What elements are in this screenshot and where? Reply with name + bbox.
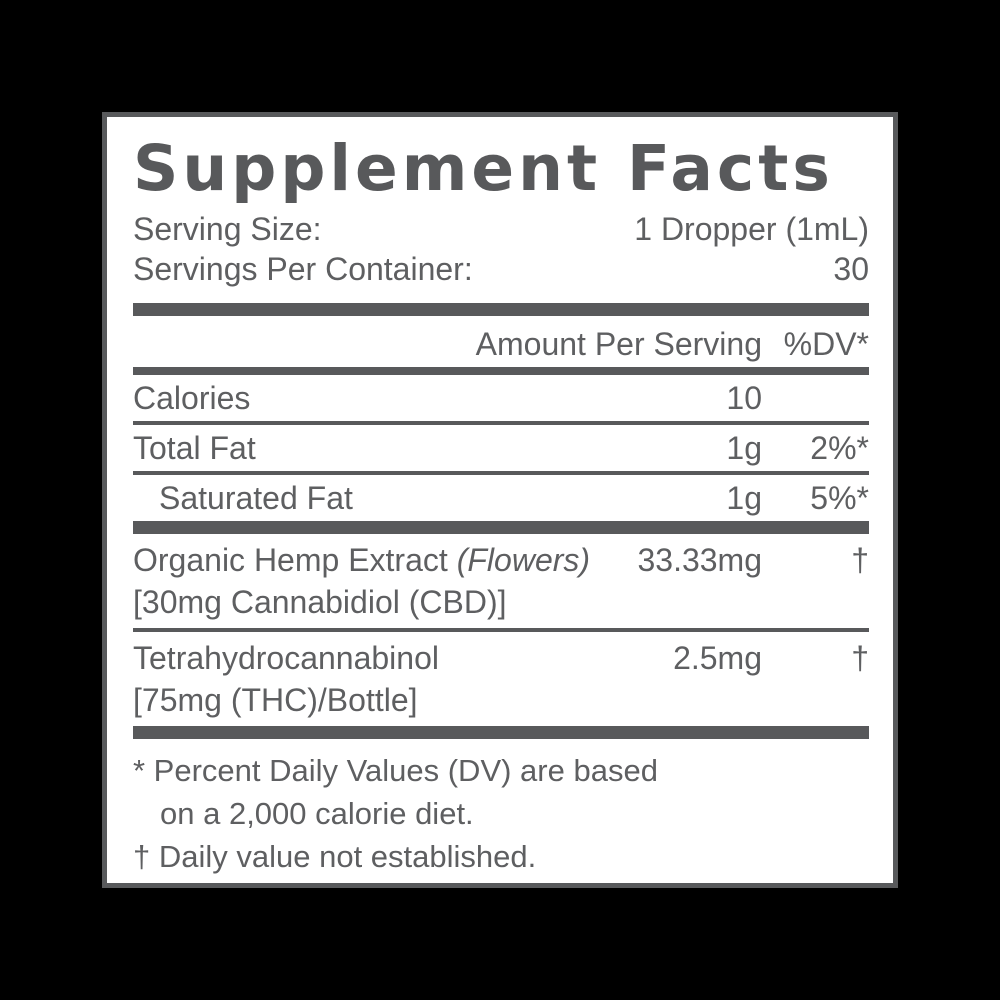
section-divider-bar bbox=[133, 303, 869, 316]
row-divider bbox=[133, 628, 869, 632]
table-row-saturated-fat: Saturated Fat 1g 5%* bbox=[133, 475, 869, 521]
servings-per-container-label: Servings Per Container: bbox=[133, 251, 473, 287]
table-row-hemp-extract: Organic Hemp Extract (Flowers) 33.33mg † … bbox=[133, 534, 869, 628]
nutrient-name: Calories bbox=[133, 380, 251, 416]
active-name-text: Organic Hemp Extract bbox=[133, 542, 448, 578]
nutrient-amount: 1g bbox=[726, 430, 762, 466]
table-row-total-fat: Total Fat 1g 2%* bbox=[133, 425, 869, 471]
table-row-thc: Tetrahydrocannabinol 2.5mg † [75mg (THC)… bbox=[133, 632, 869, 726]
active-detail: [30mg Cannabidiol (CBD)] bbox=[133, 584, 507, 620]
footnote-dv-line1: * Percent Daily Values (DV) are based bbox=[133, 753, 658, 788]
servings-per-container-value: 30 bbox=[833, 251, 869, 287]
active-name-text: Tetrahydrocannabinol bbox=[133, 640, 439, 676]
active-dv-dagger: † bbox=[851, 542, 869, 578]
footnote-dv-line2: on a 2,000 calorie diet. bbox=[160, 796, 474, 831]
row-divider bbox=[133, 421, 869, 425]
table-row-calories: Calories 10 bbox=[133, 375, 869, 421]
active-dv-dagger: † bbox=[851, 640, 869, 676]
table-header-row: Amount Per Serving %DV* bbox=[133, 316, 869, 367]
header-dv: %DV* bbox=[783, 326, 869, 362]
active-amount: 2.5mg bbox=[673, 640, 762, 676]
active-amount: 33.33mg bbox=[637, 542, 762, 578]
active-name: Organic Hemp Extract (Flowers) bbox=[133, 540, 637, 580]
serving-size-value: 1 Dropper (1mL) bbox=[634, 211, 869, 247]
panel-title: Supplement Facts bbox=[133, 132, 834, 205]
header-amount-per-serving: Amount Per Serving bbox=[475, 326, 762, 362]
serving-size-row: Serving Size: 1 Dropper (1mL) bbox=[133, 209, 869, 249]
active-main-line: Tetrahydrocannabinol 2.5mg † bbox=[133, 636, 869, 680]
active-name-italic: (Flowers) bbox=[456, 542, 591, 578]
section-divider-bar bbox=[133, 726, 869, 739]
row-divider bbox=[133, 471, 869, 475]
section-divider-bar bbox=[133, 521, 869, 534]
nutrient-amount: 10 bbox=[726, 380, 762, 416]
header-divider-bar bbox=[133, 367, 869, 375]
servings-per-container-row: Servings Per Container: 30 bbox=[133, 249, 869, 289]
active-name: Tetrahydrocannabinol bbox=[133, 638, 673, 678]
nutrient-amount: 1g bbox=[726, 480, 762, 516]
footnote-dagger: † Daily value not established. bbox=[133, 839, 537, 874]
active-main-line: Organic Hemp Extract (Flowers) 33.33mg † bbox=[133, 538, 869, 582]
nutrient-name: Total Fat bbox=[133, 430, 256, 466]
footnotes: * Percent Daily Values (DV) are based on… bbox=[133, 739, 869, 878]
supplement-facts-panel: Supplement Facts Serving Size: 1 Dropper… bbox=[102, 112, 898, 888]
active-detail: [75mg (THC)/Bottle] bbox=[133, 682, 418, 718]
nutrient-dv: 2%* bbox=[810, 430, 869, 466]
nutrient-dv: 5%* bbox=[810, 480, 869, 516]
serving-size-label: Serving Size: bbox=[133, 211, 322, 247]
nutrient-name: Saturated Fat bbox=[159, 480, 353, 516]
